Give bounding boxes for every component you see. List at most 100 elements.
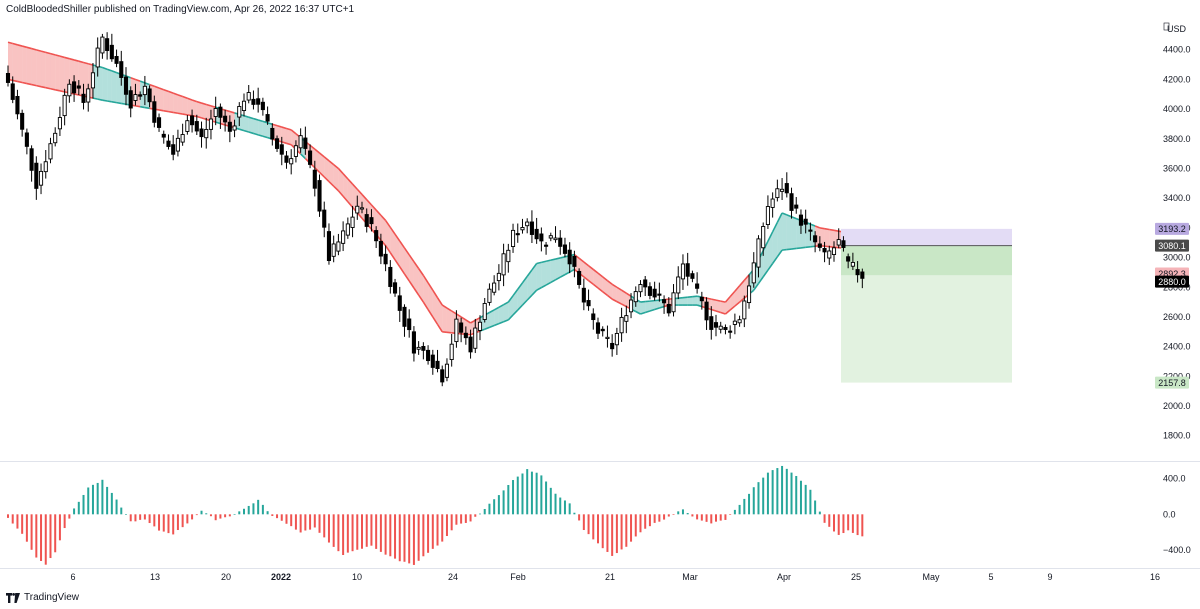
footer: TradingView xyxy=(6,592,79,603)
histogram-bar xyxy=(611,514,614,556)
date-tick-label: 6 xyxy=(70,572,75,582)
histogram-bar xyxy=(535,472,538,515)
candle-down xyxy=(15,95,20,115)
ema-fast-line xyxy=(130,77,136,81)
ema-fast-line xyxy=(560,256,566,259)
histogram-bar xyxy=(323,514,326,538)
ema-slow-line xyxy=(540,284,547,289)
histogram-bar xyxy=(91,484,94,515)
ema-slow-line xyxy=(753,283,760,291)
candle-up xyxy=(761,226,766,249)
histogram-bar xyxy=(412,514,415,565)
ema-slow-line xyxy=(611,298,618,303)
ema-ribbon-segment xyxy=(645,301,650,313)
ema-slow-line xyxy=(158,109,164,112)
histogram-bar xyxy=(634,514,637,537)
histogram-bar xyxy=(238,511,241,515)
target-price-tag: 2157.8 xyxy=(1158,378,1186,388)
ema-fast-line xyxy=(545,259,551,263)
ema-fast-line xyxy=(319,152,325,158)
candle-up xyxy=(53,132,58,144)
ema-ribbon-segment xyxy=(796,218,801,249)
histogram-bar xyxy=(44,514,47,565)
ema-fast-line xyxy=(762,240,769,251)
price-tick-label: 1800.0 xyxy=(1163,431,1191,441)
date-tick-label: 5 xyxy=(988,572,993,582)
ema-slow-line xyxy=(26,82,32,86)
ema-ribbon-segment xyxy=(116,72,122,104)
histogram-bar xyxy=(493,499,496,515)
ema-ribbon-segment xyxy=(22,46,27,84)
candle-up xyxy=(624,315,629,322)
current-price-tag-bg xyxy=(1155,275,1189,288)
ema-fast-line xyxy=(526,269,533,277)
candle-up xyxy=(100,36,105,54)
histogram-bar xyxy=(502,490,505,515)
candle-up xyxy=(289,158,294,165)
histogram-bar xyxy=(861,514,864,537)
ema-fast-line xyxy=(824,227,830,231)
ema-fast-line xyxy=(550,258,556,261)
ema-fast-line xyxy=(106,68,113,72)
ema-slow-line xyxy=(654,307,660,311)
ema-slow-line xyxy=(177,112,183,115)
histogram-bar xyxy=(521,473,524,515)
candle-up xyxy=(496,272,501,282)
date-tick-label: 10 xyxy=(352,572,362,582)
candle-down xyxy=(402,306,407,327)
ema-fast-line xyxy=(286,127,292,131)
footer-brand: TradingView xyxy=(24,592,80,603)
ema-fast-line xyxy=(309,144,316,150)
ema-slow-line xyxy=(121,102,127,106)
ema-ribbon-segment xyxy=(465,319,471,335)
histogram-bar xyxy=(696,514,699,520)
ema-fast-line xyxy=(829,228,835,232)
ema-ribbon-segment xyxy=(649,300,655,312)
histogram-bar xyxy=(823,514,826,523)
ema-slow-line xyxy=(781,248,787,251)
ema-slow-line xyxy=(762,269,769,278)
candle-up xyxy=(628,299,634,313)
histogram-bar xyxy=(828,514,831,527)
candle-up xyxy=(756,238,761,268)
histogram-bar xyxy=(115,499,118,515)
candle-down xyxy=(119,61,124,78)
candle-down xyxy=(723,326,728,330)
ema-slow-line xyxy=(521,299,528,306)
histogram-bar xyxy=(752,487,755,515)
histogram-bar xyxy=(663,514,666,520)
ema-ribbon-segment xyxy=(777,213,783,257)
ema-fast-line xyxy=(333,163,339,170)
histogram-bar xyxy=(762,477,765,515)
candle-down xyxy=(581,287,586,303)
histogram-bar xyxy=(710,514,713,524)
ema-slow-line xyxy=(507,314,514,321)
histogram-bar xyxy=(512,480,515,515)
candle-up xyxy=(142,85,147,96)
oscillator-tick-label: 400.0 xyxy=(1163,474,1186,484)
price-tick-label: 3400.0 xyxy=(1163,193,1191,203)
ema-fast-line xyxy=(290,129,297,135)
histogram-bar xyxy=(403,514,406,562)
candle-up xyxy=(751,262,756,284)
histogram-bar xyxy=(398,514,401,562)
candle-up xyxy=(38,170,44,186)
histogram-bar xyxy=(743,498,746,515)
histogram-bar xyxy=(337,514,340,552)
histogram-bar xyxy=(573,512,576,515)
histogram-bar xyxy=(285,514,288,524)
candle-up xyxy=(676,276,681,294)
histogram-bar xyxy=(781,465,784,515)
histogram-bar xyxy=(129,514,132,522)
ema-fast-line xyxy=(446,307,453,312)
ema-slow-line xyxy=(342,195,349,203)
ema-slow-line xyxy=(168,110,174,114)
ema-slow-line xyxy=(36,84,42,88)
ema-ribbon-segment xyxy=(786,214,792,250)
ema-fast-line xyxy=(602,276,608,282)
candle-down xyxy=(652,288,657,298)
stop-price-tag: 3193.2 xyxy=(1158,224,1186,234)
histogram-bar xyxy=(516,476,519,515)
candle-up xyxy=(520,227,525,231)
